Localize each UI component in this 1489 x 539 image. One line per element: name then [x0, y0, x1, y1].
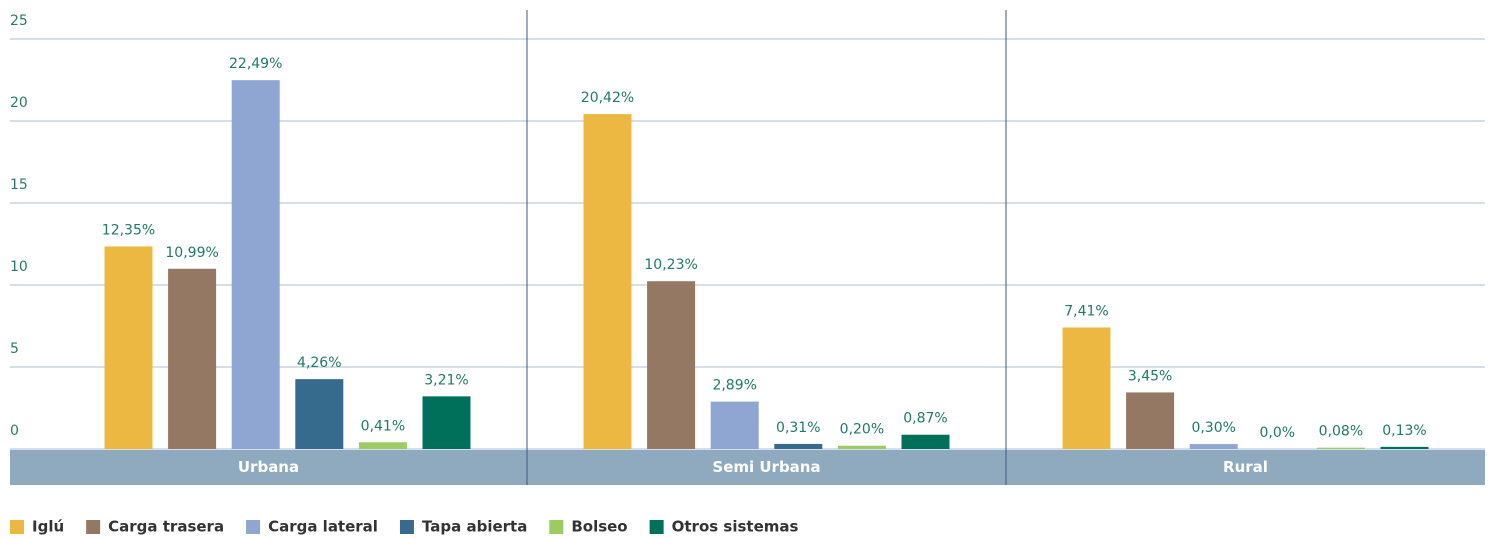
value-label: 2,89% [712, 378, 756, 394]
legend-swatch [10, 520, 24, 534]
bar [422, 396, 471, 449]
bar [358, 442, 407, 449]
value-label: 0,08% [1319, 424, 1363, 440]
value-label: 0,31% [776, 420, 820, 436]
legend-label: Carga lateral [268, 518, 378, 536]
bar [901, 434, 950, 449]
legend-swatch [399, 520, 414, 534]
bar [231, 80, 280, 449]
value-label: 0,41% [361, 418, 405, 434]
value-label: 3,45% [1128, 368, 1172, 384]
value-label: 0,13% [1382, 423, 1426, 439]
y-tick-label: 25 [10, 13, 28, 29]
value-label: 20,42% [581, 90, 634, 106]
value-label: 10,23% [644, 257, 697, 273]
y-tick-label: 15 [10, 177, 28, 193]
bar [168, 268, 217, 449]
value-label: 10,99% [165, 245, 218, 261]
legend-swatch [649, 520, 664, 534]
legend-label: Tapa abierta [422, 518, 527, 536]
y-tick-label: 10 [10, 259, 28, 275]
value-label: 0,87% [903, 411, 947, 427]
bar [1062, 327, 1111, 449]
legend-label: Iglú [32, 518, 64, 536]
value-label: 0,30% [1191, 420, 1235, 436]
bar [837, 445, 886, 449]
value-label: 0,0% [1260, 425, 1296, 441]
x-tick-label: Semi Urbana [712, 458, 820, 476]
bar [1316, 447, 1365, 449]
x-tick-label: Rural [1223, 458, 1268, 476]
bar [647, 281, 696, 449]
value-label: 0,20% [840, 422, 884, 438]
value-label: 4,26% [297, 355, 341, 371]
y-tick-label: 0 [10, 423, 19, 439]
bar [774, 443, 823, 449]
value-label: 3,21% [424, 372, 468, 388]
category-band [10, 450, 1485, 485]
bar [1126, 392, 1175, 449]
value-label: 12,35% [102, 222, 155, 238]
y-tick-label: 20 [10, 95, 28, 111]
legend-swatch [246, 520, 261, 534]
bar [710, 401, 759, 449]
y-tick-label: 5 [10, 341, 19, 357]
bar [1380, 446, 1429, 449]
bar [1189, 444, 1238, 449]
value-label: 22,49% [229, 56, 282, 72]
legend-label: Otros sistemas [672, 518, 799, 536]
x-tick-label: Urbana [238, 458, 299, 476]
legend-label: Carga trasera [108, 518, 224, 536]
legend-swatch [86, 520, 101, 534]
legend-label: Bolseo [571, 518, 627, 536]
value-label: 7,41% [1064, 303, 1108, 319]
bar [295, 379, 344, 449]
legend-swatch [549, 520, 564, 534]
bar [104, 246, 153, 449]
bar [583, 114, 632, 449]
